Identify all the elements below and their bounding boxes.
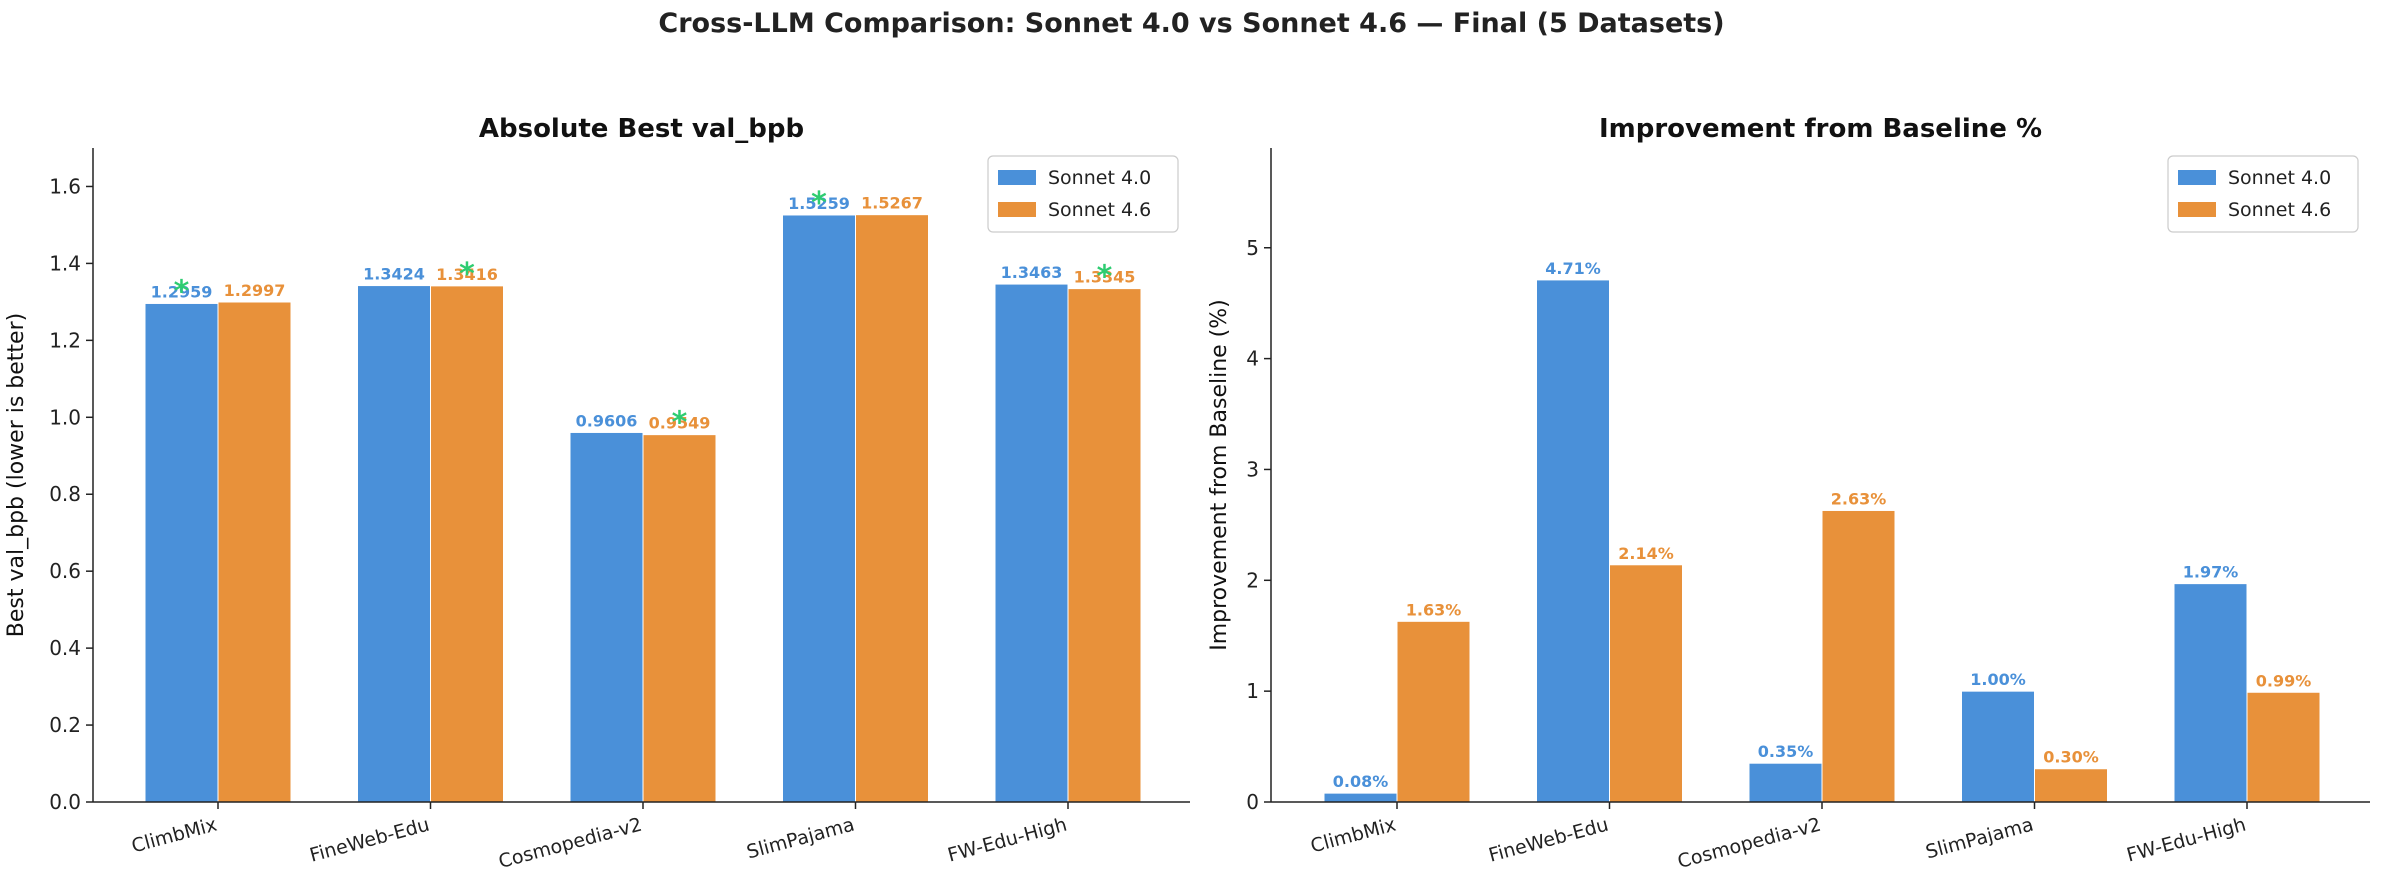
bar-value-label: 1.3424 (363, 265, 425, 284)
bar-sonnet-4-0 (569, 431, 644, 803)
y-tick-label: 0.0 (49, 790, 81, 814)
bar-value-label: 2.63% (1831, 489, 1887, 508)
best-marker-star: * (1097, 260, 1113, 295)
legend-label: Sonnet 4.0 (1048, 167, 1151, 189)
best-marker-star: * (174, 274, 190, 309)
bar-sonnet-4-0 (1323, 792, 1398, 803)
y-tick-label: 3 (1246, 457, 1259, 481)
x-tick-label: Cosmopedia-v2 (1675, 814, 1823, 873)
y-tick-label: 4 (1246, 347, 1259, 371)
bar-sonnet-4-6 (1609, 564, 1683, 803)
y-tick-label: 0.6 (49, 559, 81, 583)
y-tick-label: 2 (1246, 568, 1259, 592)
y-tick-label: 1.6 (49, 174, 81, 198)
bar-sonnet-4-0 (1536, 279, 1610, 803)
y-tick-label: 1.4 (49, 251, 81, 275)
bar-sonnet-4-6 (1396, 620, 1471, 803)
bar-sonnet-4-6 (430, 285, 504, 803)
bar-sonnet-4-6 (217, 301, 292, 803)
legend-swatch (2178, 170, 2216, 185)
bar-value-label: 0.30% (2043, 748, 2099, 767)
x-tick-label: FW-Edu-High (945, 814, 1069, 867)
legend-label: Sonnet 4.6 (1048, 199, 1151, 221)
bar-sonnet-4-6 (855, 214, 929, 803)
bar-sonnet-4-0 (2173, 583, 2248, 803)
bar-sonnet-4-6 (2034, 768, 2108, 803)
bar-value-label: 1.3416 (436, 265, 498, 284)
best-marker-star: * (459, 257, 475, 292)
legend-label: Sonnet 4.0 (2228, 167, 2331, 189)
y-tick-label: 0 (1246, 790, 1259, 814)
best-marker-star: * (811, 186, 827, 221)
y-axis-label: Improvement from Baseline (%) (1207, 299, 1232, 651)
right-chart-panel: Improvement from Baseline % 0 1 2 3 4 5 Improve… (1207, 114, 2370, 873)
bar-value-label: 0.9549 (649, 414, 711, 433)
bar-value-label: 1.2959 (151, 282, 213, 301)
x-tick-label: ClimbMix (1308, 814, 1398, 858)
chart-title: Absolute Best val_bpb (479, 114, 804, 144)
bar-sonnet-4-0 (1961, 690, 2035, 803)
bar-sonnet-4-6 (2246, 691, 2321, 803)
x-tick-label: FineWeb-Edu (307, 814, 431, 867)
bar-sonnet-4-0 (144, 302, 219, 803)
x-tick-label: FW-Edu-High (2124, 814, 2248, 867)
y-tick-label: 1 (1246, 679, 1259, 703)
y-tick-label: 0.8 (49, 482, 81, 506)
y-tick-label: 1.2 (49, 328, 81, 352)
bar-sonnet-4-0 (357, 285, 431, 803)
y-tick-label: 5 (1246, 236, 1259, 260)
x-tick-label: FineWeb-Edu (1486, 814, 1610, 867)
left-chart-panel: Absolute Best val_bpb 0.0 0.2 0.4 0.6 0.8 1.0 1… (4, 114, 1190, 873)
best-marker-star: * (672, 406, 688, 441)
bar-value-label: 0.99% (2256, 671, 2312, 690)
y-tick-label: 1.0 (49, 405, 81, 429)
y-tick-label: 0.4 (49, 636, 81, 660)
bar-sonnet-4-0 (782, 214, 856, 803)
x-tick-label: ClimbMix (129, 814, 219, 858)
bar-sonnet-4-6 (1821, 509, 1896, 803)
bar-value-label: 1.97% (2183, 563, 2239, 582)
bar-sonnet-4-6 (1067, 288, 1142, 803)
bar-sonnet-4-0 (1748, 762, 1823, 803)
bar-value-label: 2.14% (1618, 544, 1674, 563)
x-tick-label: Cosmopedia-v2 (496, 814, 644, 873)
bar-value-label: 0.35% (1758, 742, 1814, 761)
legend-swatch (998, 202, 1036, 217)
bar-value-label: 1.63% (1406, 600, 1462, 619)
y-tick-label: 0.2 (49, 713, 81, 737)
legend-swatch (2178, 202, 2216, 217)
y-axis-label: Best val_bpb (lower is better) (4, 313, 29, 637)
bar-value-label: 1.5267 (861, 194, 923, 213)
x-tick-label: SlimPajama (1923, 814, 2035, 864)
bar-sonnet-4-0 (994, 283, 1069, 803)
figure-title: Cross-LLM Comparison: Sonnet 4.0 vs Sonn… (658, 8, 1725, 39)
bar-value-label: 1.3345 (1074, 268, 1136, 287)
bar-value-label: 1.00% (1970, 670, 2026, 689)
bar-value-label: 0.08% (1333, 772, 1389, 791)
legend-label: Sonnet 4.6 (2228, 199, 2331, 221)
bar-sonnet-4-6 (642, 434, 717, 803)
bar-value-label: 4.71% (1545, 259, 1601, 278)
bar-value-label: 1.2997 (224, 281, 286, 300)
bar-value-label: 0.9606 (576, 411, 638, 430)
chart-title: Improvement from Baseline % (1599, 114, 2042, 144)
bar-value-label: 1.5259 (788, 194, 850, 213)
bar-value-label: 1.3463 (1001, 263, 1063, 282)
legend-swatch (998, 170, 1036, 185)
x-tick-label: SlimPajama (744, 814, 856, 864)
